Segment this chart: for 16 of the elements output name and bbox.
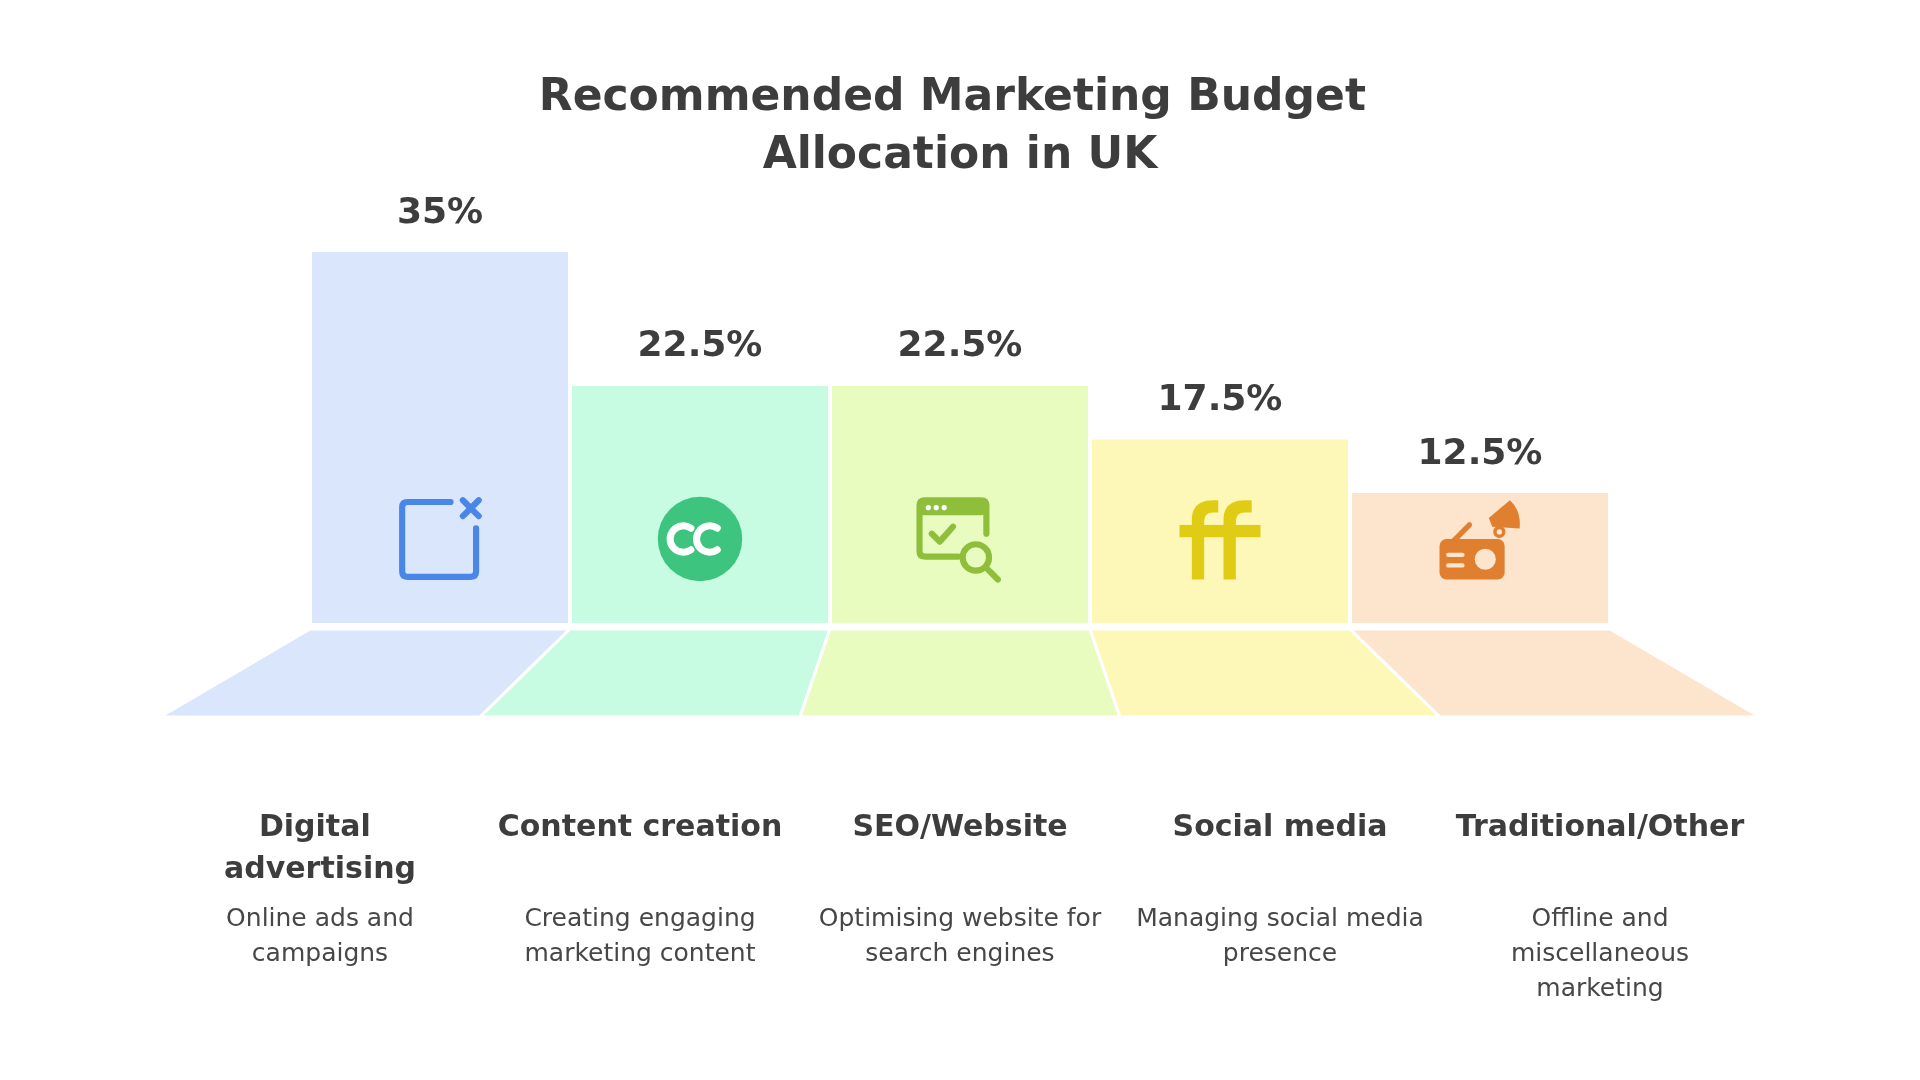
data-label: 22.5% bbox=[637, 323, 763, 365]
x-tick-label: Digital advertising bbox=[223, 807, 417, 885]
text: Offline and miscellaneous marketing bbox=[1509, 902, 1691, 1004]
text: Optimising website for search engines bbox=[817, 902, 1103, 969]
data-label: 17.5% bbox=[1157, 377, 1283, 418]
chart-title: Recommended Marketing Budget Allocation in UK bbox=[538, 68, 1382, 178]
x-tick-label: Traditional/Other bbox=[1455, 807, 1745, 843]
x-tick-label: SEO/Website bbox=[852, 807, 1068, 843]
text: Managing social media presence bbox=[1135, 902, 1425, 969]
text: Online ads and campaigns bbox=[225, 902, 415, 969]
text: Creating engaging marketing content bbox=[523, 902, 757, 969]
data-label: 12.5% bbox=[1417, 430, 1543, 472]
data-label: 22.5% bbox=[897, 323, 1023, 365]
x-tick-label: Content creation bbox=[497, 807, 783, 843]
x-tick-label: Social media bbox=[1172, 807, 1388, 843]
data-label: 35% bbox=[396, 189, 484, 231]
